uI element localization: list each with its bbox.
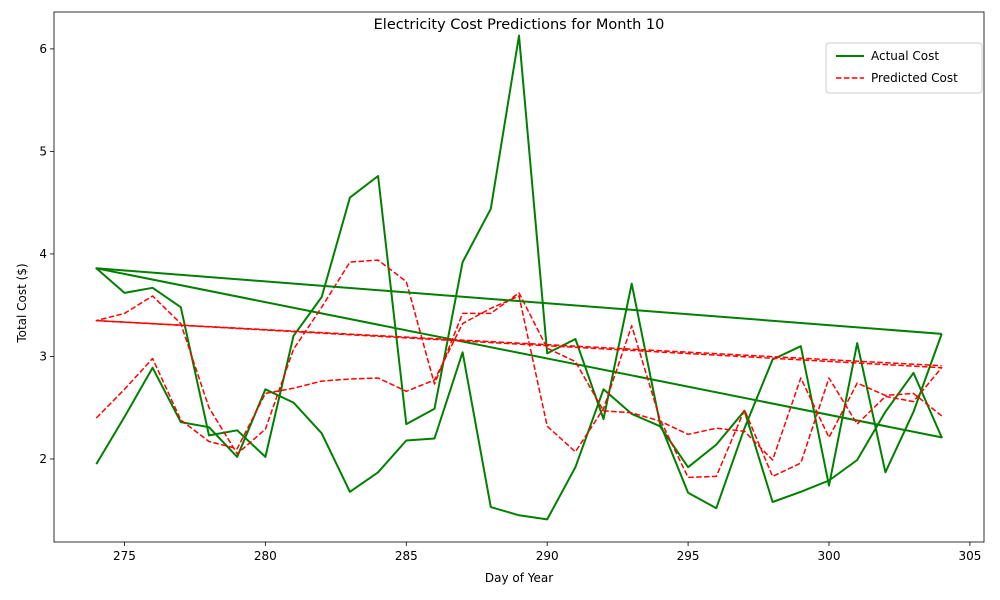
x-tick-label: 305: [958, 549, 981, 563]
series-line-2: [96, 267, 942, 335]
x-tick-label: 275: [113, 549, 136, 563]
series-line-0: [95, 34, 943, 521]
x-axis-ticks: 275 280 285 290 295 300 305: [113, 542, 981, 563]
plot-area: [95, 34, 943, 521]
x-tick-label: 285: [395, 549, 418, 563]
y-axis-ticks: 2 3 4 5 6: [39, 42, 54, 466]
chart-title: Electricity Cost Predictions for Month 1…: [374, 17, 665, 33]
y-tick-label: 6: [39, 42, 47, 56]
legend-label-predicted: Predicted Cost: [871, 71, 958, 85]
legend-label-actual: Actual Cost: [871, 49, 939, 63]
series-line-3: [96, 319, 942, 367]
plot-frame: [53, 11, 985, 543]
x-tick-label: 300: [818, 549, 841, 563]
y-tick-label: 2: [39, 452, 47, 466]
legend-box: [825, 42, 983, 94]
y-tick-label: 3: [39, 349, 47, 363]
x-tick-label: 290: [536, 549, 559, 563]
x-tick-label: 295: [677, 549, 700, 563]
y-axis-title: Total Cost ($): [15, 263, 29, 343]
y-tick-label: 4: [39, 247, 47, 261]
x-tick-label: 280: [254, 549, 277, 563]
x-axis-title: Day of Year: [485, 571, 553, 585]
series-line-1: [95, 259, 943, 479]
y-tick-label: 5: [39, 144, 47, 158]
legend: Actual Cost Predicted Cost: [825, 42, 983, 94]
